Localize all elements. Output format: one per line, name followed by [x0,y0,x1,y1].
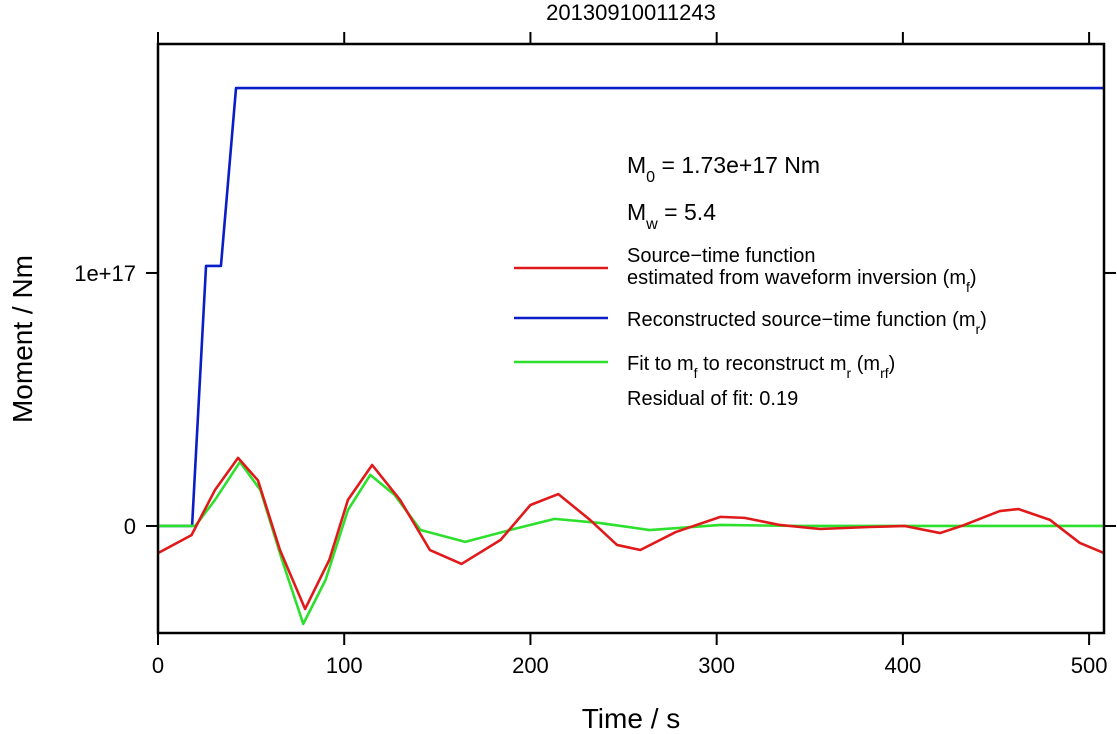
subscript: f [966,279,970,295]
footnote: Residual of fit: 0.19 [627,388,798,410]
x-tick-label: 0 [152,653,164,678]
subscript: rf [880,365,889,381]
text-run: ) [980,309,987,331]
plot-frame [156,42,1106,635]
subscript: r [976,321,981,337]
subscript: r [847,365,852,381]
x-tick-label: 300 [698,653,735,678]
text-run: (m [851,353,880,375]
legend-label: Fit to mf to reconstruct mr (mrf) [627,353,895,381]
series-line [158,456,1104,611]
y-tick-label: 1e+17 [74,261,136,286]
annotation: Mw = 5.4 [627,199,716,233]
text-run: Fit to m [627,353,694,375]
text-run: estimated from waveform inversion (m [627,267,966,289]
x-tick-label: 200 [512,653,549,678]
text-run: = 5.4 [658,199,716,225]
text-run: ) [970,267,977,289]
x-tick-label: 100 [326,653,363,678]
text-run: ) [889,353,896,375]
text-run: Source−time function [627,245,815,267]
text-run: M [627,199,646,225]
subscript: w [645,215,658,233]
chart-title: 20130910011243 [546,0,716,25]
x-tick-label: 500 [1071,653,1108,678]
x-axis-label: Time / s [582,703,681,734]
y-axis-label: Moment / Nm [7,255,38,423]
legend-label: estimated from waveform inversion (mf) [627,267,977,295]
legend-label: Reconstructed source−time function (mr) [627,309,987,337]
x-tick-label: 400 [885,653,922,678]
subscript: 0 [646,168,655,186]
text-run: M [627,152,646,178]
subscript: f [694,365,698,381]
text-run: to reconstruct m [698,353,847,375]
y-tick-label: 0 [124,514,136,539]
series-line [158,460,1104,626]
annotation: M0 = 1.73e+17 Nm [627,152,820,186]
legend-label: Source−time function [627,245,815,267]
text-run: Reconstructed source−time function (m [627,309,976,331]
text-run: Residual of fit: 0.19 [627,388,798,410]
text-run: = 1.73e+17 Nm [655,152,820,178]
